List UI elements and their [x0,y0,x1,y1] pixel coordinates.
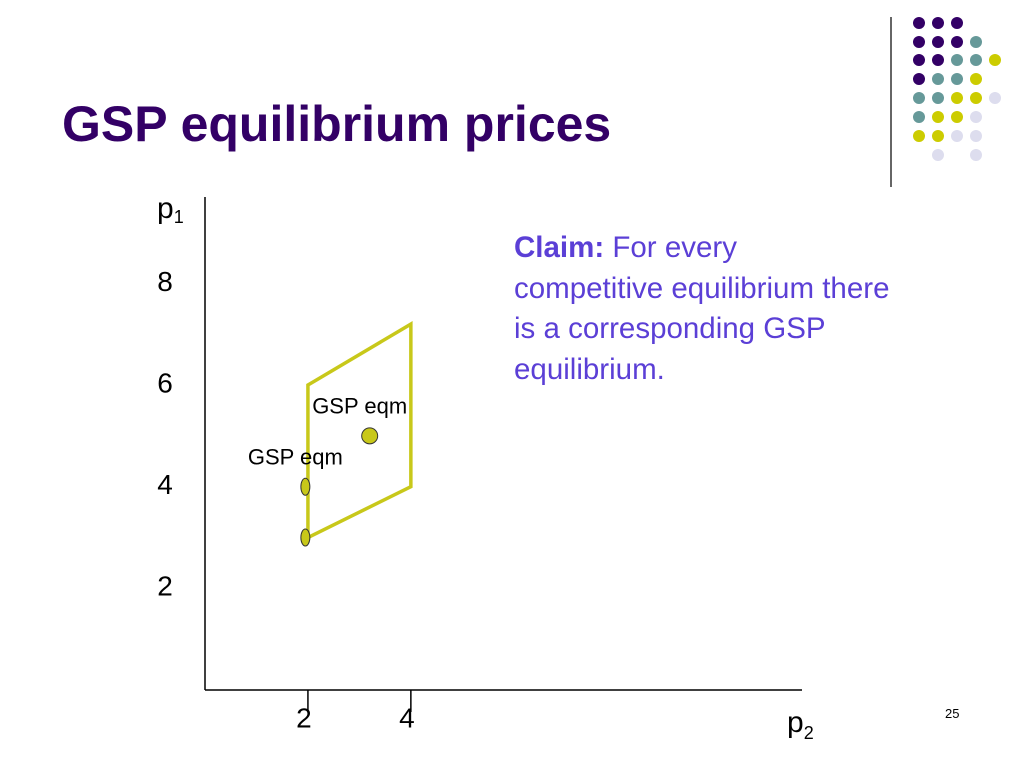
x-tick-label: 4 [399,702,415,733]
decoration-dots [913,17,1001,161]
page-number: 25 [945,706,960,721]
claim-text: For every competitive equilibrium there … [514,231,890,386]
y-tick-label: 8 [157,266,173,297]
point [300,477,311,496]
y-tick-label: 6 [157,367,173,398]
claim-label: Claim: [514,231,605,264]
point [300,528,311,547]
point-label: GSP eqm [312,394,407,419]
y-tick-label: 2 [157,571,173,602]
x-tick-label: 2 [296,702,312,733]
point [361,427,379,445]
y-tick-label: 4 [157,469,173,500]
y-axis-label: p1 [157,192,184,227]
point-label: GSP eqm [248,445,343,470]
title: GSP equilibrium prices [62,96,612,152]
claim: Claim: For every competitive equilibrium… [514,228,894,390]
region [306,320,413,541]
x-axis-label: p2 [787,706,814,743]
